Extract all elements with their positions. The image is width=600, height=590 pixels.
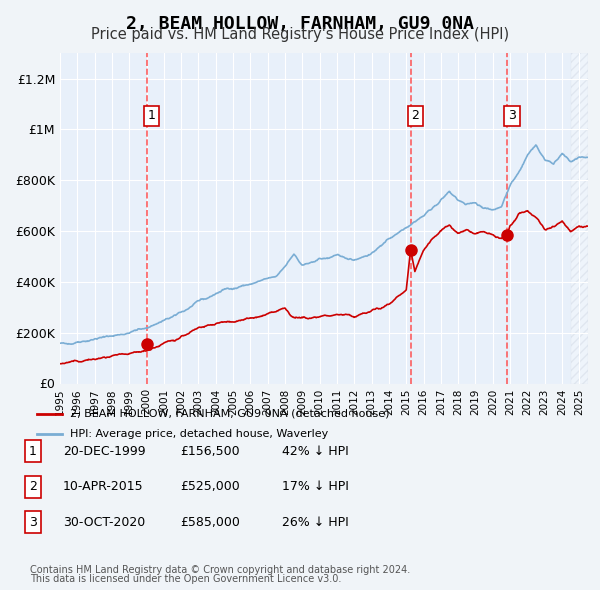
Text: Contains HM Land Registry data © Crown copyright and database right 2024.: Contains HM Land Registry data © Crown c… <box>30 565 410 575</box>
Text: 1: 1 <box>148 109 155 122</box>
Text: 17% ↓ HPI: 17% ↓ HPI <box>282 480 349 493</box>
Text: HPI: Average price, detached house, Waverley: HPI: Average price, detached house, Wave… <box>70 430 328 440</box>
Text: £156,500: £156,500 <box>180 445 239 458</box>
Text: 1: 1 <box>29 445 37 458</box>
Text: 2, BEAM HOLLOW, FARNHAM, GU9 0NA: 2, BEAM HOLLOW, FARNHAM, GU9 0NA <box>126 15 474 33</box>
Text: 30-OCT-2020: 30-OCT-2020 <box>63 516 145 529</box>
Text: 20-DEC-1999: 20-DEC-1999 <box>63 445 146 458</box>
Text: £585,000: £585,000 <box>180 516 240 529</box>
Text: 3: 3 <box>29 516 37 529</box>
Text: 42% ↓ HPI: 42% ↓ HPI <box>282 445 349 458</box>
Text: 3: 3 <box>508 109 516 122</box>
Text: Price paid vs. HM Land Registry's House Price Index (HPI): Price paid vs. HM Land Registry's House … <box>91 27 509 41</box>
Text: 10-APR-2015: 10-APR-2015 <box>63 480 143 493</box>
Text: This data is licensed under the Open Government Licence v3.0.: This data is licensed under the Open Gov… <box>30 574 341 584</box>
Text: 2: 2 <box>29 480 37 493</box>
Text: 2: 2 <box>412 109 419 122</box>
Text: £525,000: £525,000 <box>180 480 240 493</box>
Text: 2, BEAM HOLLOW, FARNHAM, GU9 0NA (detached house): 2, BEAM HOLLOW, FARNHAM, GU9 0NA (detach… <box>70 409 389 418</box>
Text: 26% ↓ HPI: 26% ↓ HPI <box>282 516 349 529</box>
